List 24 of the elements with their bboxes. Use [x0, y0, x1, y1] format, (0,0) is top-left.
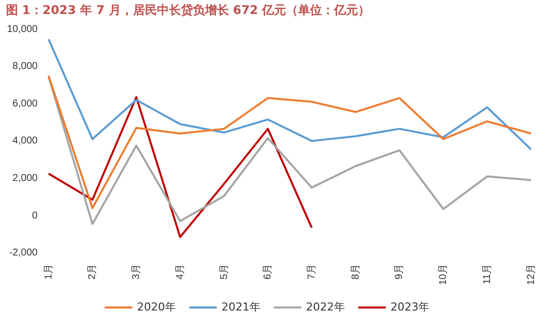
legend-label: 2022年 — [306, 300, 345, 314]
legend-label: 2020年 — [137, 300, 176, 314]
x-tick-label: 3月 — [131, 264, 142, 280]
y-tick-label: 6,000 — [12, 98, 38, 110]
legend-label: 2021年 — [222, 300, 261, 314]
x-tick-label: 12月 — [526, 264, 537, 285]
x-tick-label: 5月 — [218, 264, 230, 280]
x-tick-label: 2月 — [87, 264, 98, 280]
y-tick-label: 0 — [32, 210, 38, 222]
x-tick-label: 7月 — [306, 264, 318, 280]
y-tick-label: 8,000 — [12, 61, 38, 72]
y-tick-label: 2,000 — [12, 173, 38, 184]
x-tick-label: 6月 — [262, 264, 274, 280]
y-tick-label: 4,000 — [12, 136, 38, 147]
chart-title: 图 1：2023 年 7 月，居民中长贷负增长 672 亿元（单位：亿元） — [6, 2, 370, 19]
y-tick-label: -2,000 — [9, 248, 38, 259]
x-tick-label: 11月 — [482, 264, 493, 284]
y-tick-label: 10,000 — [6, 24, 38, 35]
x-tick-label: 10月 — [438, 264, 450, 285]
x-tick-label: 8月 — [350, 264, 362, 280]
legend-label: 2023年 — [390, 300, 430, 314]
x-tick-label: 4月 — [174, 264, 186, 280]
x-tick-label: 1月 — [43, 264, 54, 280]
x-tick-label: 9月 — [394, 264, 406, 280]
